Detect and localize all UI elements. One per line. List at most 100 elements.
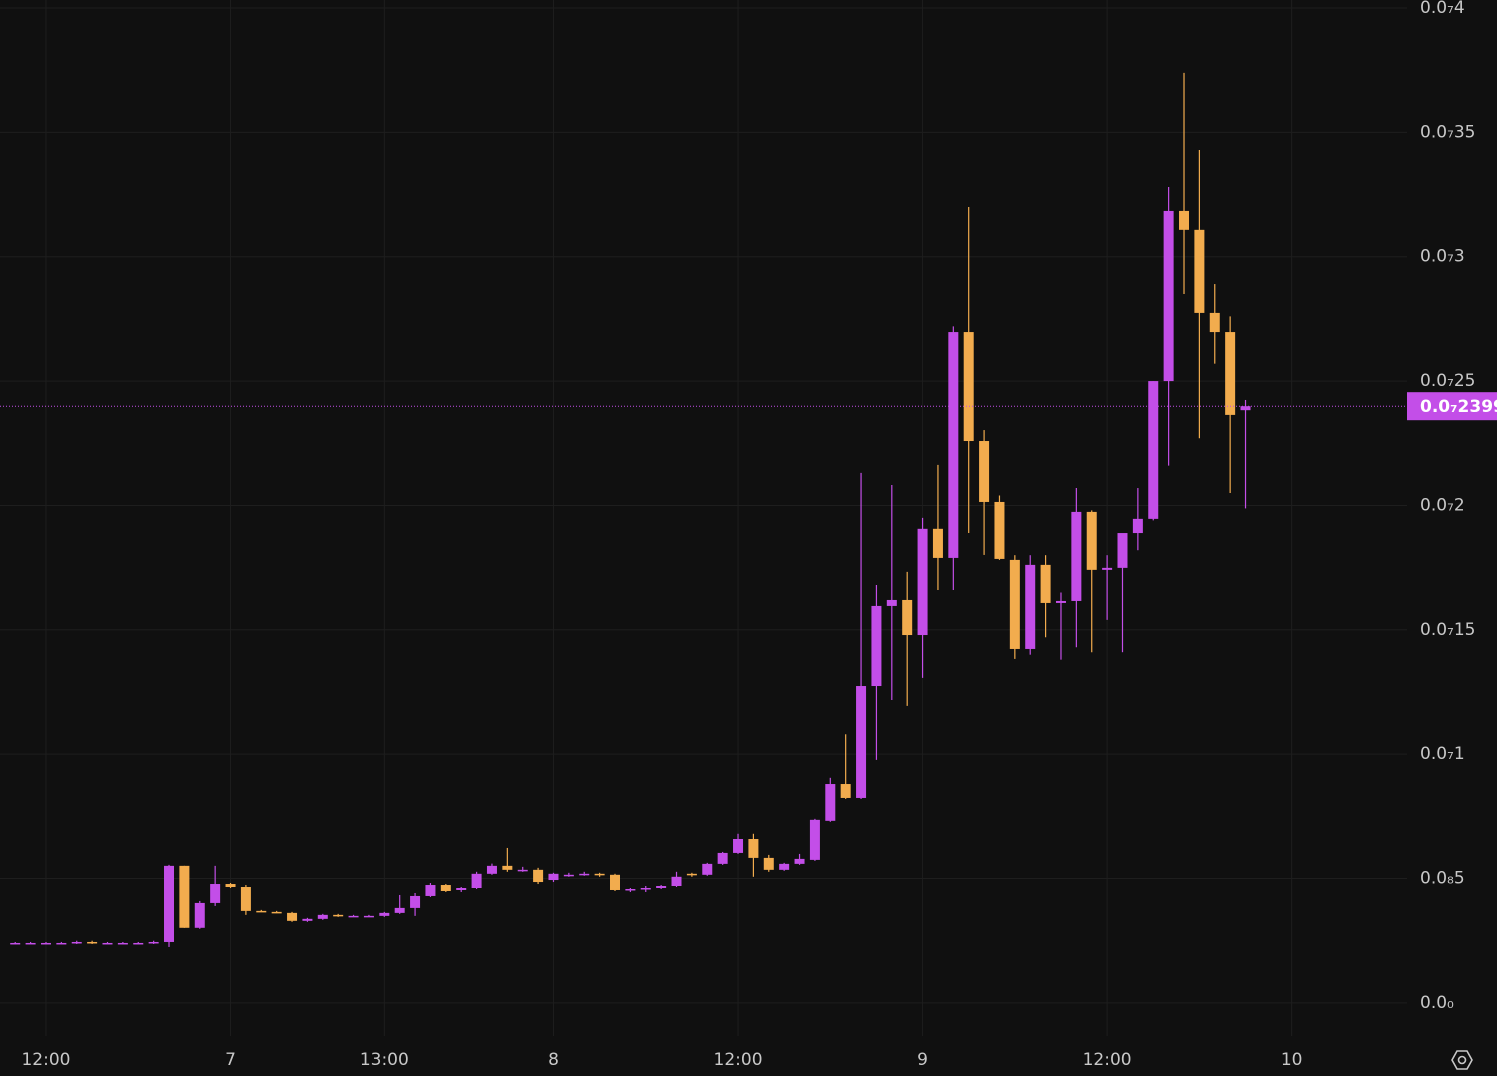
settings-icon[interactable] [1451, 1050, 1473, 1070]
candle-body [117, 942, 128, 945]
x-tick-label: 10 [1281, 1050, 1303, 1070]
candle-body [1209, 312, 1220, 333]
candle-body [1071, 511, 1082, 601]
y-tick-label: 0.0₇3 [1420, 247, 1465, 267]
candle-body [210, 884, 221, 903]
candle-body [348, 915, 359, 918]
candle-body [656, 886, 667, 888]
candle-body [779, 863, 790, 870]
candle-body [1009, 559, 1020, 649]
price-label: 0.0₇2399 [1420, 397, 1497, 417]
candle-body [979, 441, 990, 502]
candle-body [87, 941, 98, 944]
candle-body [394, 907, 405, 913]
candle-body [1086, 511, 1097, 570]
candle-body [333, 914, 344, 917]
candle-body [363, 915, 374, 918]
candle-body [809, 819, 820, 860]
candle-body [194, 902, 205, 928]
price-label-box [1407, 392, 1497, 421]
y-tick-label: 0.0₈5 [1420, 869, 1465, 889]
candle-body [471, 873, 482, 888]
candle-body [225, 884, 236, 888]
settings-button[interactable] [1451, 1050, 1473, 1070]
candle-body [133, 942, 144, 945]
candle-body [856, 686, 867, 798]
candle-body [56, 942, 67, 945]
candle-body [733, 838, 744, 853]
candle-body [1194, 229, 1205, 313]
candle-body [640, 888, 651, 890]
candle-body [902, 599, 913, 636]
candle-body [1240, 406, 1251, 411]
candle-body [379, 912, 390, 916]
y-tick-label: 0.0₇35 [1420, 122, 1475, 142]
candle-body [825, 784, 836, 821]
candle-body [932, 528, 943, 558]
candle-body [886, 599, 897, 606]
candle-body [425, 885, 436, 896]
y-tick-label: 0.0₇4 [1420, 0, 1465, 18]
candle-body [917, 528, 928, 636]
candle-body [686, 873, 697, 876]
candle-body [102, 942, 113, 945]
candle-body [456, 888, 467, 890]
candle-body [748, 838, 759, 858]
candle-body [179, 865, 190, 928]
candle-body [25, 942, 36, 945]
candle-body [763, 857, 774, 870]
x-tick-label: 9 [917, 1050, 928, 1070]
candle-body [287, 912, 298, 921]
candle-body [240, 887, 251, 911]
y-tick-label: 0.0₇15 [1420, 620, 1475, 640]
candle-body [40, 942, 51, 945]
y-tick-label: 0.0₇25 [1420, 371, 1475, 391]
candle-body [1132, 518, 1143, 534]
candle-body [963, 332, 974, 442]
candle-body [871, 605, 882, 687]
candle-body [717, 852, 728, 864]
y-tick-label: 0.0₇1 [1420, 744, 1465, 764]
candle-body [164, 865, 175, 942]
candle-body [1225, 332, 1236, 415]
candle-body [594, 873, 605, 876]
candle-body [1117, 533, 1128, 568]
y-tick-label: 0.0₇2 [1420, 495, 1465, 515]
candle-body [671, 876, 682, 887]
candle-body [440, 885, 451, 891]
x-tick-label: 12:00 [1083, 1050, 1132, 1070]
candle-body [148, 941, 159, 944]
candle-body [840, 784, 851, 798]
candle-body [1179, 210, 1190, 230]
x-tick-label: 13:00 [360, 1050, 409, 1070]
grid [0, 0, 1407, 1036]
x-tick-label: 12:00 [21, 1050, 70, 1070]
candle-body [948, 332, 959, 558]
candle-body [517, 869, 528, 872]
candle-body [548, 873, 559, 881]
candle-body [609, 874, 620, 890]
x-tick-label: 8 [548, 1050, 559, 1070]
candle-body [317, 914, 328, 919]
candle-body [533, 869, 544, 883]
candle-body [1102, 567, 1113, 570]
candle-body [256, 910, 267, 913]
candle-body [271, 911, 282, 914]
candles [10, 72, 1251, 947]
settings-icon-center [1457, 1055, 1467, 1065]
candle-body [502, 865, 513, 870]
x-tick-label: 12:00 [714, 1050, 763, 1070]
x-tick-label: 7 [225, 1050, 236, 1070]
candle-body [625, 888, 636, 891]
candle-body [702, 863, 713, 875]
candle-body [1040, 564, 1051, 603]
candle-body [1148, 381, 1159, 519]
candle-body [579, 873, 590, 876]
candle-body [302, 918, 313, 921]
candle-body [71, 941, 82, 944]
candle-body [410, 895, 421, 908]
candle-body [563, 874, 574, 877]
